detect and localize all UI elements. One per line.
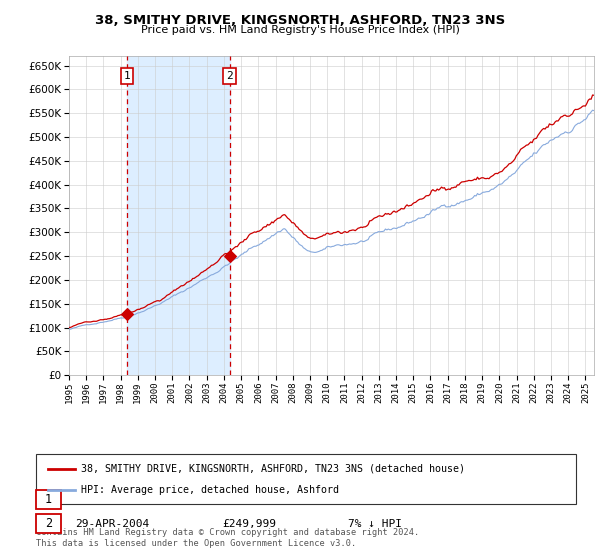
Text: Price paid vs. HM Land Registry's House Price Index (HPI): Price paid vs. HM Land Registry's House … <box>140 25 460 35</box>
Text: £249,999: £249,999 <box>222 519 276 529</box>
Point <box>225 251 235 260</box>
Text: 1: 1 <box>124 71 130 81</box>
Text: 1: 1 <box>45 493 52 506</box>
Text: 38, SMITHY DRIVE, KINGSNORTH, ASHFORD, TN23 3NS: 38, SMITHY DRIVE, KINGSNORTH, ASHFORD, T… <box>95 14 505 27</box>
Text: 2: 2 <box>45 517 52 530</box>
Text: 7% ↓ HPI: 7% ↓ HPI <box>348 519 402 529</box>
Point <box>122 310 132 319</box>
Text: 38, SMITHY DRIVE, KINGSNORTH, ASHFORD, TN23 3NS (detached house): 38, SMITHY DRIVE, KINGSNORTH, ASHFORD, T… <box>81 464 465 474</box>
Text: Contains HM Land Registry data © Crown copyright and database right 2024.
This d: Contains HM Land Registry data © Crown c… <box>36 528 419 548</box>
Text: 2: 2 <box>226 71 233 81</box>
Bar <box>127 56 230 375</box>
Text: 29-APR-2004: 29-APR-2004 <box>75 519 149 529</box>
Text: 15-MAY-1998: 15-MAY-1998 <box>75 494 149 505</box>
Text: HPI: Average price, detached house, Ashford: HPI: Average price, detached house, Ashf… <box>81 485 339 495</box>
Text: £127,750: £127,750 <box>222 494 276 505</box>
Text: 5% ↑ HPI: 5% ↑ HPI <box>348 494 402 505</box>
